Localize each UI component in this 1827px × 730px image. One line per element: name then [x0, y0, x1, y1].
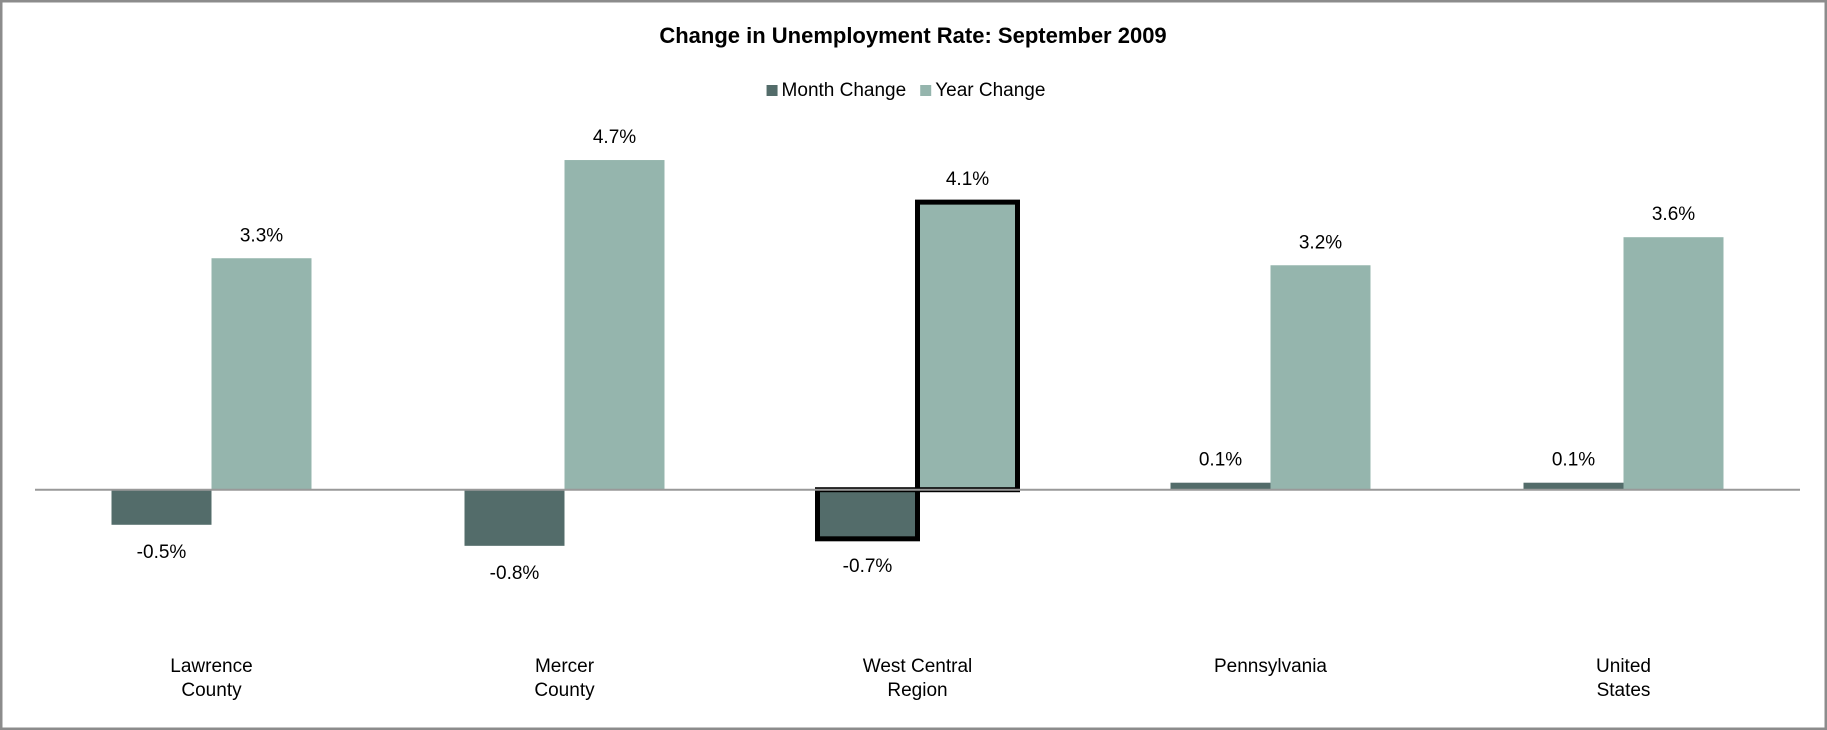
bar: [1170, 482, 1271, 490]
bar: [915, 199, 1020, 493]
data-label: -0.8%: [490, 563, 540, 584]
bar: [564, 160, 665, 490]
data-label: 4.1%: [946, 169, 989, 190]
data-label: -0.5%: [137, 542, 187, 563]
legend-swatch: [766, 85, 778, 96]
bar: [1523, 482, 1624, 490]
data-label: 3.2%: [1299, 232, 1342, 253]
bar: [1270, 265, 1371, 490]
x-tick-label: United: [1596, 656, 1651, 677]
data-label: -0.7%: [843, 556, 893, 577]
data-label: 3.6%: [1652, 204, 1695, 225]
bar: [111, 489, 212, 525]
data-label: 4.7%: [593, 127, 636, 148]
x-tick-label: Region: [887, 680, 947, 701]
x-tick-label: Pennsylvania: [1214, 656, 1327, 677]
bar: [464, 489, 565, 546]
x-tick-label: Mercer: [535, 656, 595, 677]
legend-swatch: [920, 85, 932, 96]
legend: Month Change Year Change: [766, 80, 1045, 101]
chart-title: Change in Unemployment Rate: September 2…: [659, 23, 1166, 48]
x-tick-label: West Central: [863, 656, 972, 677]
data-label: 0.1%: [1552, 450, 1595, 471]
legend-label: Year Change: [935, 80, 1045, 101]
bar: [211, 258, 312, 490]
bar: [815, 487, 920, 542]
x-tick-label: County: [534, 680, 595, 701]
data-label: 3.3%: [240, 225, 283, 246]
x-tick-label: Lawrence: [170, 656, 252, 677]
bar: [1623, 237, 1724, 490]
legend-label: Month Change: [782, 80, 907, 101]
data-label: 0.1%: [1199, 450, 1242, 471]
x-tick-label: States: [1597, 680, 1651, 701]
x-tick-label: County: [181, 680, 242, 701]
